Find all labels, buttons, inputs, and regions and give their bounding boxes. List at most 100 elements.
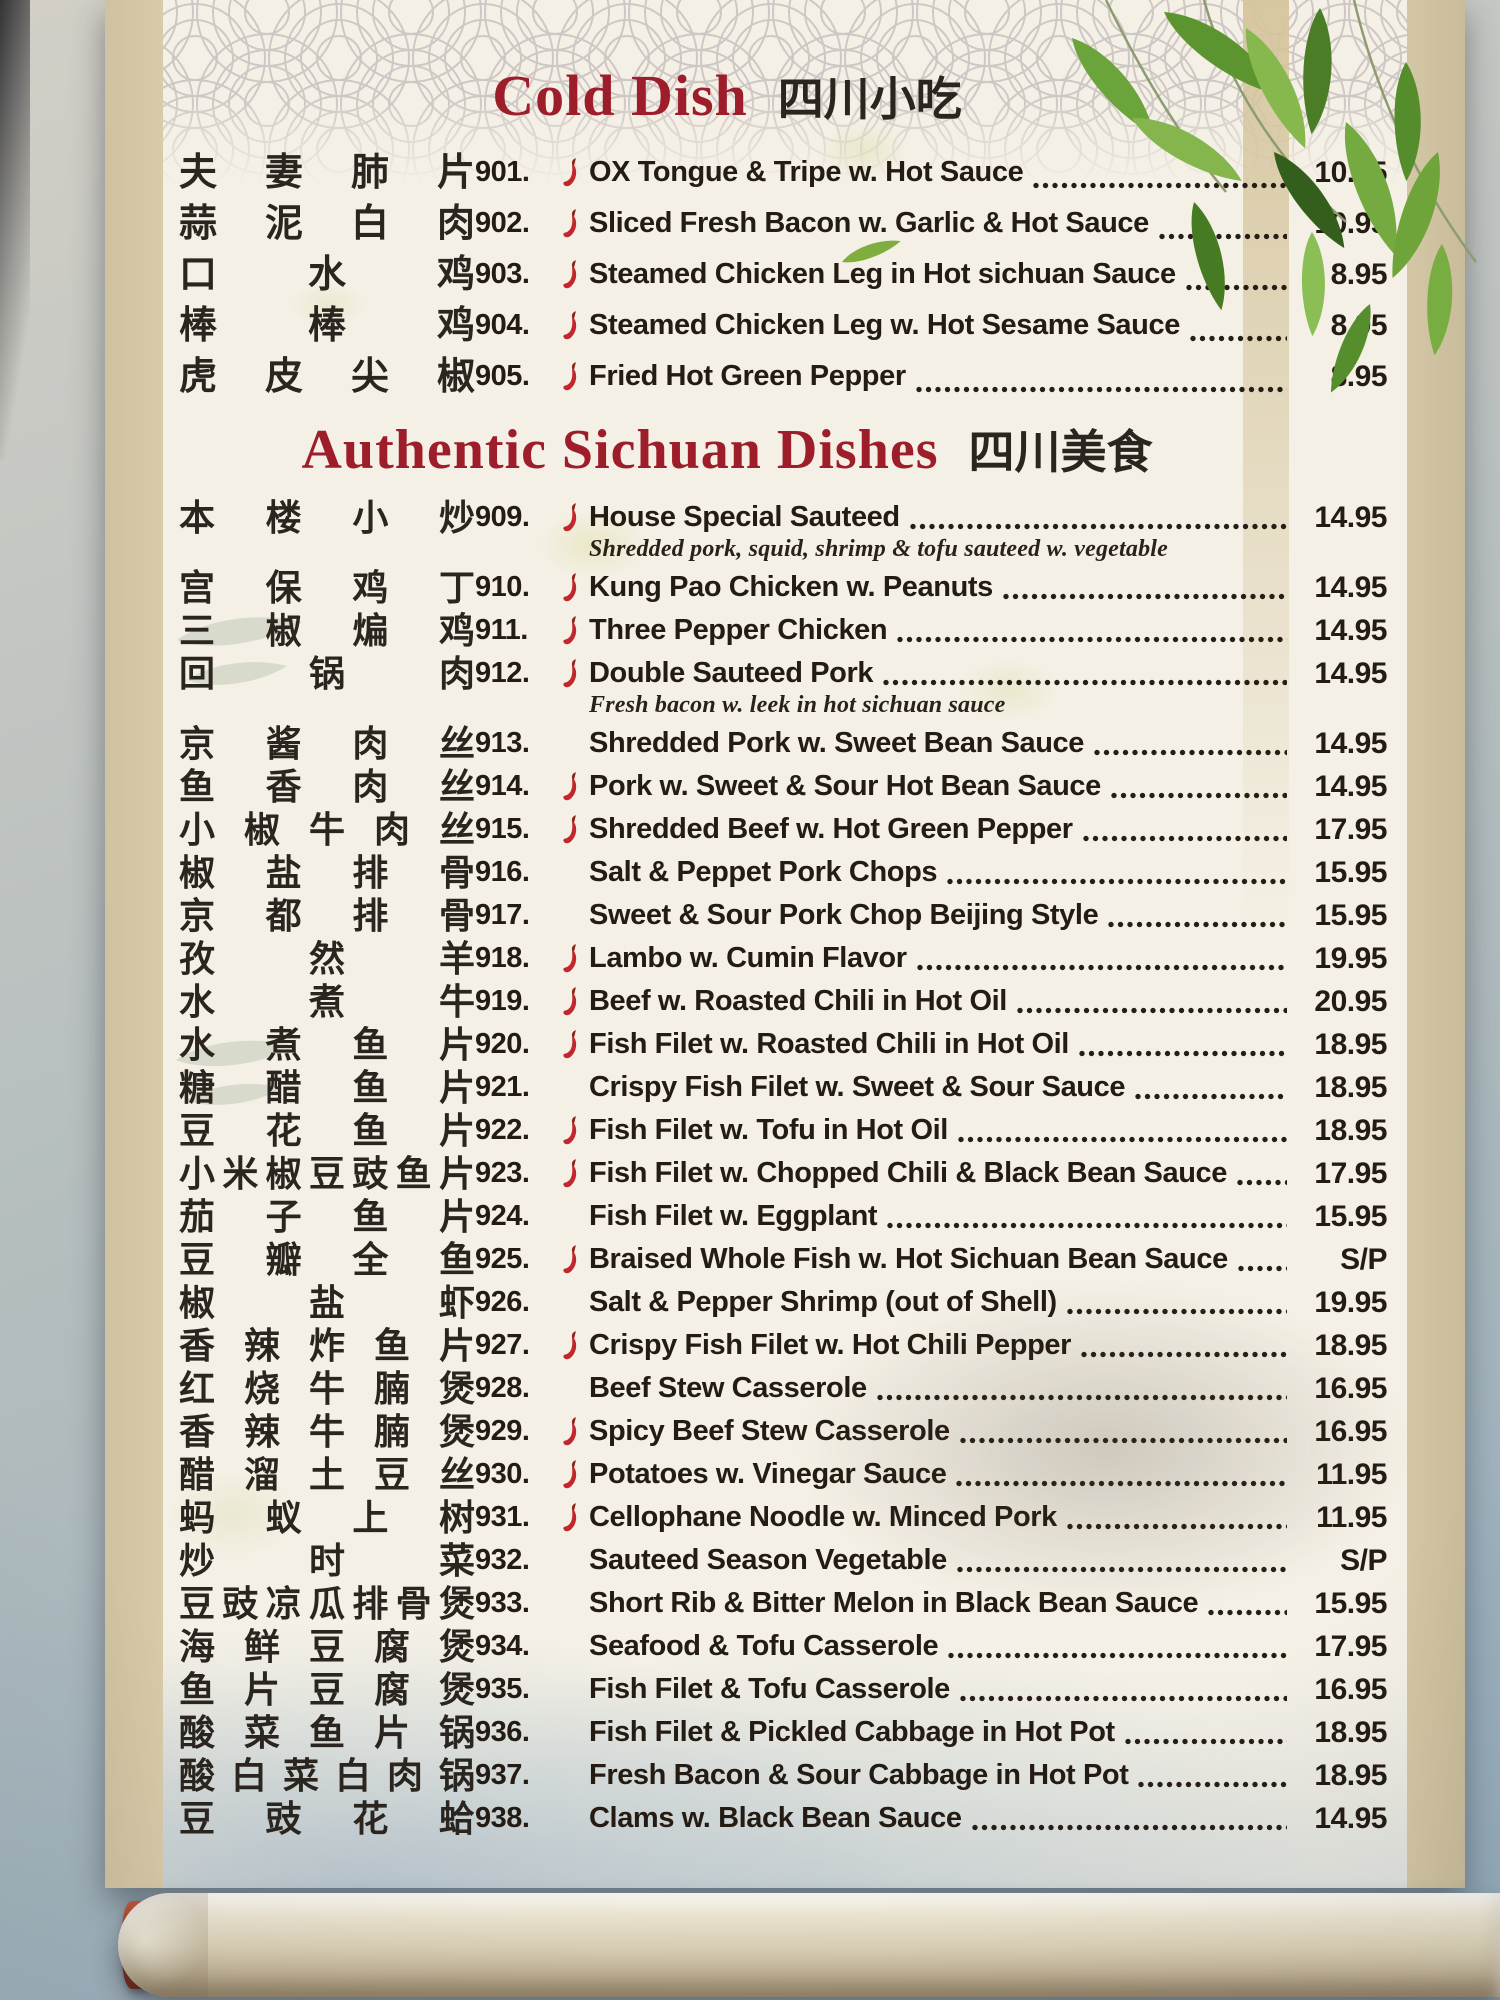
dot-leader xyxy=(1081,834,1287,843)
menu-item-row: 醋溜土豆丝 930. Potatoes w. Vinegar Sauce 11.… xyxy=(179,1453,1388,1496)
item-name: Cellophane Noodle w. Minced Pork xyxy=(589,1501,1057,1533)
dot-leader xyxy=(896,635,1287,644)
row-block: 水煮牛 919. Beef w. Roasted Chili in Hot Oi… xyxy=(179,980,1388,1023)
chili-pepper-icon xyxy=(563,1502,577,1531)
menu-item-row: 蚂蚁上树 931. Cellophane Noodle w. Minced Po… xyxy=(179,1496,1388,1539)
item-name: Short Rib & Bitter Melon in Black Bean S… xyxy=(589,1587,1199,1619)
pepper-slot xyxy=(559,1674,589,1706)
item-price: 16.95 xyxy=(1314,1672,1387,1706)
item-price: 14.95 xyxy=(1314,656,1387,690)
menu-item-row: 海鲜豆腐煲 934. Seafood & Tofu Casserole 17.9… xyxy=(179,1625,1388,1668)
dot-leader xyxy=(1157,232,1287,241)
sichuan-dish-items: 本楼小炒 909. House Special Sauteed 14.95 Sh… xyxy=(179,496,1388,1840)
item-price: 10.95 xyxy=(1314,206,1387,240)
row-block: 棒棒鸡 904. Steamed Chicken Leg w. Hot Sesa… xyxy=(179,300,1388,351)
item-chinese-label: 酸菜鱼片锅 xyxy=(179,1711,475,1753)
item-chinese-label: 糖醋鱼片 xyxy=(179,1066,475,1108)
chili-pepper-icon xyxy=(563,259,577,288)
item-number: 914. xyxy=(475,770,530,802)
dot-leader xyxy=(1093,748,1287,757)
item-name: Shredded Pork w. Sweet Bean Sauce xyxy=(589,727,1085,759)
row-block: 宫保鸡丁 910. Kung Pao Chicken w. Peanuts 14… xyxy=(179,566,1388,609)
item-price: 15.95 xyxy=(1314,1199,1387,1233)
row-block: 茄子鱼片 924. Fish Filet w. Eggplant 15.95 xyxy=(179,1195,1388,1238)
item-name: Fish Filet w. Chopped Chili & Black Bean… xyxy=(589,1157,1227,1189)
item-chinese-label: 小椒牛肉丝 xyxy=(179,808,475,850)
item-chinese-label: 鱼香肉丝 xyxy=(179,765,475,807)
item-number: 918. xyxy=(475,942,530,974)
dot-leader xyxy=(958,1436,1287,1445)
item-chinese-label: 豆瓣全鱼 xyxy=(179,1238,475,1280)
dot-leader xyxy=(956,1135,1287,1144)
item-name: House Special Sauteed xyxy=(589,501,900,533)
item-number: 926. xyxy=(475,1286,530,1318)
item-name: Fish Filet w. Eggplant xyxy=(589,1200,878,1232)
pepper-slot xyxy=(559,900,589,932)
pepper-slot xyxy=(559,259,589,291)
item-chinese-label: 醋溜土豆丝 xyxy=(179,1453,475,1495)
item-price: S/P xyxy=(1340,1242,1387,1276)
row-block: 鱼片豆腐煲 935. Fish Filet & Tofu Casserole 1… xyxy=(179,1668,1388,1711)
row-block: 豆豉凉瓜排骨煲 933. Short Rib & Bitter Melon in… xyxy=(179,1582,1388,1625)
pepper-slot xyxy=(559,1158,589,1190)
item-name: Fresh Bacon & Sour Cabbage in Hot Pot xyxy=(589,1759,1129,1791)
item-price: 18.95 xyxy=(1314,1715,1387,1749)
item-name: Fish Filet w. Roasted Chili in Hot Oil xyxy=(589,1028,1069,1060)
item-number: 913. xyxy=(475,727,530,759)
chili-pepper-icon xyxy=(563,814,577,843)
row-block: 豆豉花蛤 938. Clams w. Black Bean Sauce 14.9… xyxy=(179,1797,1388,1840)
item-chinese-label: 孜然羊 xyxy=(179,937,475,979)
row-block: 蒜泥白肉 902. Sliced Fresh Bacon w. Garlic &… xyxy=(179,198,1388,249)
item-number: 902. xyxy=(475,207,530,239)
cold-dish-header: Cold Dish 四川小吃 xyxy=(179,62,1387,129)
item-name: Shredded Beef w. Hot Green Pepper xyxy=(589,813,1073,845)
item-chinese-label: 本楼小炒 xyxy=(179,496,475,538)
item-name: Crispy Fish Filet w. Hot Chili Pepper xyxy=(589,1329,1072,1361)
chili-pepper-icon xyxy=(563,310,577,339)
chili-pepper-icon xyxy=(563,1158,577,1187)
dot-leader xyxy=(1123,1737,1287,1746)
item-price: 18.95 xyxy=(1314,1027,1387,1061)
item-price: 14.95 xyxy=(1314,1801,1387,1835)
item-number: 903. xyxy=(475,258,530,290)
menu-item-row: 豆花鱼片 922. Fish Filet w. Tofu in Hot Oil … xyxy=(179,1109,1388,1152)
row-block: 口水鸡 903. Steamed Chicken Leg in Hot sich… xyxy=(179,249,1388,300)
leaf-watermark-icon xyxy=(177,617,302,685)
item-price: 19.95 xyxy=(1314,941,1387,975)
row-block: 糖醋鱼片 921. Crispy Fish Filet w. Sweet & S… xyxy=(179,1066,1388,1109)
item-price: 14.95 xyxy=(1314,570,1387,604)
row-block: 炒时菜 932. Sauteed Season Vegetable S/P xyxy=(179,1539,1388,1582)
dot-leader xyxy=(1184,283,1287,292)
section-title-chinese: 四川美食 xyxy=(968,427,1153,478)
chili-pepper-icon xyxy=(563,1416,577,1445)
item-note: Shredded pork, squid, shrimp & tofu saut… xyxy=(589,536,1168,562)
item-name: Spicy Beef Stew Casserole xyxy=(589,1415,950,1447)
dot-leader xyxy=(1001,592,1287,601)
item-number: 912. xyxy=(475,657,530,689)
dot-leader xyxy=(914,385,1287,394)
item-number: 935. xyxy=(475,1673,530,1705)
item-price: 20.95 xyxy=(1314,984,1387,1018)
scroll-trim: Cold Dish 四川小吃 夫妻肺片 901. OX Tongue & Tri… xyxy=(105,0,1465,1888)
row-block: 香辣炸鱼片 927. Crispy Fish Filet w. Hot Chil… xyxy=(179,1324,1388,1367)
item-chinese-label: 宫保鸡丁 xyxy=(179,566,475,608)
menu-item-row: 鱼香肉丝 914. Pork w. Sweet & Sour Hot Bean … xyxy=(179,765,1388,808)
pepper-slot xyxy=(559,1459,589,1491)
chili-pepper-icon xyxy=(563,208,577,237)
item-chinese-label: 香辣炸鱼片 xyxy=(179,1324,475,1366)
item-chinese-label: 夫妻肺片 xyxy=(179,151,475,194)
menu-item-row: 虎皮尖椒 905. Fried Hot Green Pepper 8.95 xyxy=(179,351,1388,402)
item-price: 18.95 xyxy=(1314,1113,1387,1147)
chili-pepper-icon xyxy=(563,1459,577,1488)
item-number: 929. xyxy=(475,1415,530,1447)
item-chinese-label: 京酱肉丝 xyxy=(179,722,475,764)
item-chinese-label: 椒盐虾 xyxy=(179,1281,475,1323)
dot-leader xyxy=(1236,1264,1287,1273)
row-block: 孜然羊 918. Lambo w. Cumin Flavor 19.95 xyxy=(179,937,1388,980)
item-name: Potatoes w. Vinegar Sauce xyxy=(589,1458,947,1490)
row-block: 鱼香肉丝 914. Pork w. Sweet & Sour Hot Bean … xyxy=(179,765,1388,808)
row-block: 三椒煸鸡 911. Three Pepper Chicken 14.95 xyxy=(179,609,1388,652)
item-price: 14.95 xyxy=(1314,613,1387,647)
item-note: Fresh bacon w. leek in hot sichuan sauce xyxy=(589,692,1006,718)
